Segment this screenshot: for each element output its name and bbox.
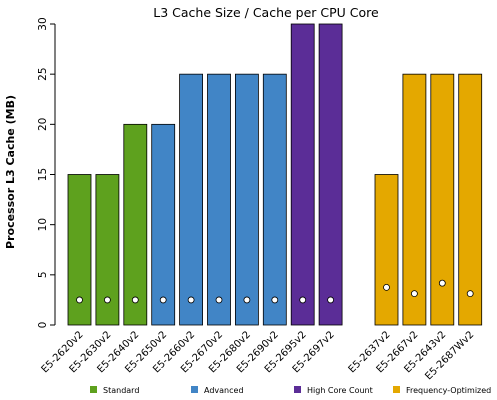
legend-label: High Core Count (307, 386, 373, 395)
cache-per-core-point (187, 296, 195, 304)
bar (95, 174, 120, 326)
bar (430, 73, 455, 326)
y-axis-label: Processor L3 Cache (MB) (4, 95, 17, 249)
bar (290, 23, 315, 326)
cache-per-core-point (466, 290, 474, 298)
legend-label: Standard (103, 386, 139, 395)
cache-per-core-point (215, 296, 223, 304)
cache-per-core-point (383, 283, 390, 291)
cache-per-core-markers (76, 279, 474, 304)
bar (318, 23, 343, 326)
cache-per-core-point (76, 296, 83, 304)
legend: Standard Advanced High Core Count Frequency… (90, 386, 491, 395)
cache-per-core-point (410, 290, 418, 298)
legend-swatch (191, 386, 198, 393)
cache-per-core-point (243, 296, 251, 304)
bar (123, 123, 148, 326)
y-tick-label: 15 (37, 168, 49, 181)
bar-series (67, 23, 483, 326)
cache-per-core-point (104, 296, 111, 304)
bar (234, 73, 259, 326)
category-labels: E5-2620v2E5-2630v2E5-2640v2E5-2650v2E5-2… (40, 329, 477, 382)
cache-per-core-point (131, 296, 139, 304)
cache-per-core-point (299, 296, 307, 304)
legend-swatch (393, 386, 400, 393)
y-tick-label: 0 (37, 322, 49, 329)
y-tick-label: 10 (37, 218, 49, 231)
y-tick-label: 25 (37, 67, 49, 80)
cache-per-core-point (159, 296, 167, 304)
bar (207, 73, 231, 326)
bar (402, 73, 427, 326)
legend-label: Advanced (204, 386, 244, 395)
bar (67, 174, 92, 326)
chart-title: L3 Cache Size / Cache per CPU Core (153, 5, 379, 20)
bar (179, 73, 204, 326)
bar (151, 123, 176, 326)
y-axis: 0 5 10 15 20 25 30 (37, 17, 56, 329)
cache-per-core-point (438, 279, 446, 287)
bar (262, 73, 287, 326)
y-tick-label: 5 (37, 271, 49, 278)
bar (458, 73, 483, 326)
y-tick-label: 20 (37, 118, 49, 131)
legend-swatch (294, 386, 301, 393)
legend-swatch (90, 386, 97, 393)
bar (374, 174, 399, 326)
legend-label: Frequency-Optimized (406, 386, 491, 395)
category-label: E5-2687Wv2 (423, 329, 476, 382)
cache-per-core-point (327, 296, 335, 304)
y-tick-label: 30 (37, 17, 49, 30)
cache-per-core-point (271, 296, 279, 304)
